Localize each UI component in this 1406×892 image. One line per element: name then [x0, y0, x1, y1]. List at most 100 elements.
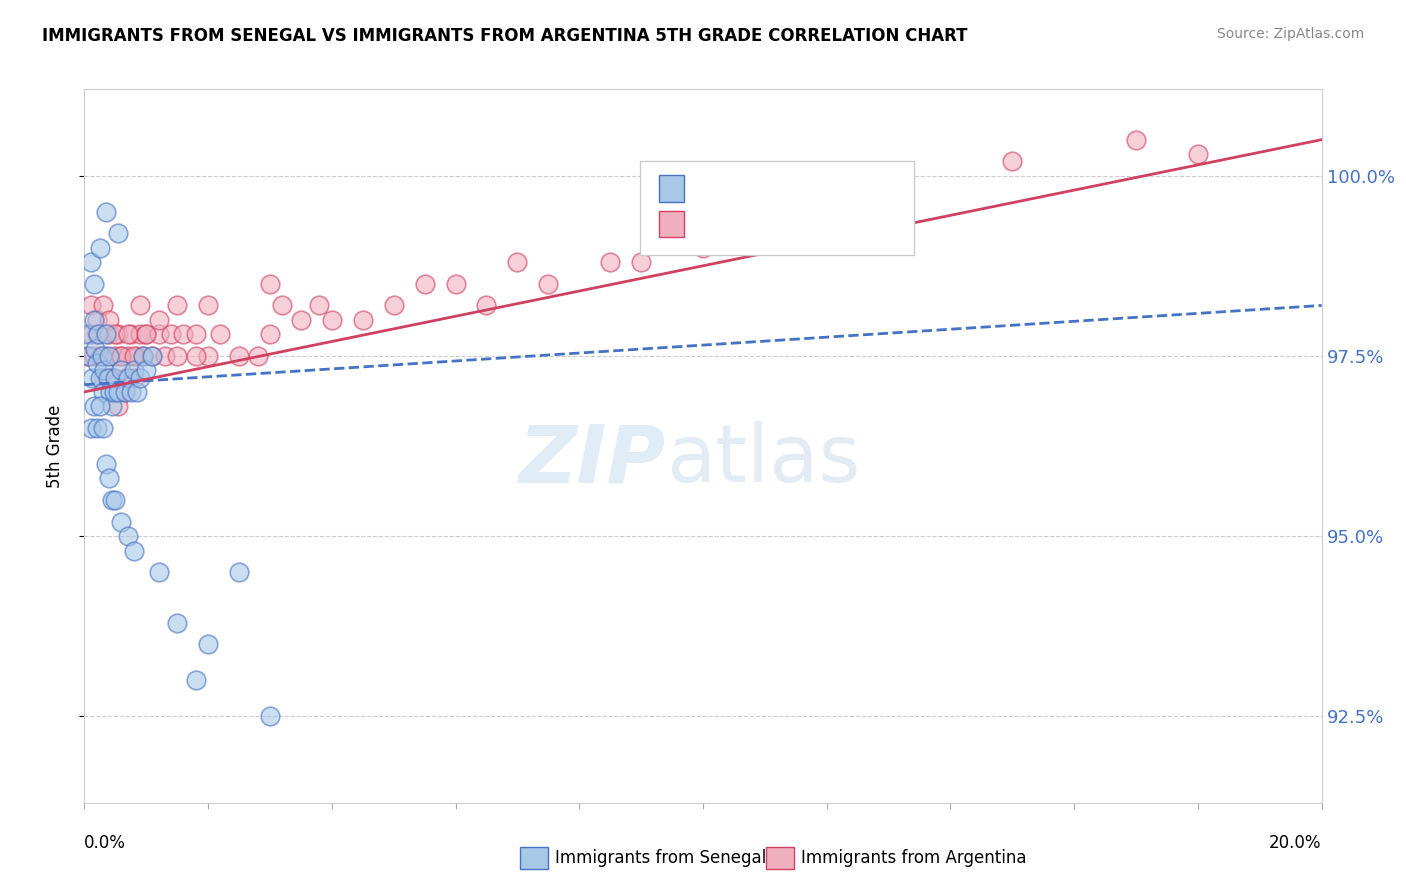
Point [91, 421, 114, 435]
Point [79, 421, 101, 435]
Point [1001, 154, 1024, 169]
Point [129, 298, 152, 312]
Point [166, 349, 188, 363]
Point [141, 349, 163, 363]
Point [94, 349, 117, 363]
Point [79, 298, 101, 312]
Point [129, 370, 152, 384]
Point [101, 400, 124, 414]
Point [110, 349, 132, 363]
Point [104, 349, 127, 363]
Point [98, 349, 121, 363]
Point [98, 313, 121, 327]
Point [444, 277, 467, 291]
Point [101, 370, 124, 384]
Point [1125, 133, 1147, 147]
Point [110, 363, 132, 377]
Point [107, 384, 129, 399]
Text: ZIP: ZIP [519, 421, 666, 500]
Point [104, 493, 127, 508]
Point [1187, 147, 1209, 161]
Point [148, 327, 170, 342]
Point [83, 277, 105, 291]
Point [86, 313, 108, 327]
Point [120, 384, 142, 399]
Point [166, 615, 188, 630]
Point [166, 298, 188, 312]
Point [160, 327, 183, 342]
Point [84, 342, 107, 356]
Point [103, 384, 125, 399]
Text: R = 0.167    N = 52: R = 0.167 N = 52 [692, 179, 883, 197]
Point [104, 370, 127, 384]
Point [153, 349, 176, 363]
Point [122, 363, 145, 377]
Point [89, 400, 111, 414]
Point [89, 241, 111, 255]
Point [122, 349, 145, 363]
Point [475, 298, 498, 312]
Point [83, 313, 105, 327]
Point [120, 327, 142, 342]
Point [76, 349, 98, 363]
Point [692, 241, 714, 255]
Point [114, 370, 136, 384]
Text: IMMIGRANTS FROM SENEGAL VS IMMIGRANTS FROM ARGENTINA 5TH GRADE CORRELATION CHART: IMMIGRANTS FROM SENEGAL VS IMMIGRANTS FR… [42, 27, 967, 45]
Point [413, 277, 436, 291]
Point [135, 327, 157, 342]
Text: 0.0%: 0.0% [84, 834, 127, 852]
Text: 20.0%: 20.0% [1270, 834, 1322, 852]
Point [107, 227, 129, 241]
Point [110, 349, 132, 363]
Point [86, 421, 108, 435]
Point [537, 277, 560, 291]
Point [86, 327, 108, 342]
Point [94, 457, 117, 471]
Point [172, 327, 194, 342]
Point [352, 313, 374, 327]
Point [132, 349, 155, 363]
Point [259, 327, 281, 342]
Point [197, 298, 219, 312]
Point [97, 370, 120, 384]
Point [104, 327, 127, 342]
Point [148, 565, 170, 579]
Point [246, 349, 269, 363]
Point [184, 327, 207, 342]
Point [321, 313, 343, 327]
Point [117, 529, 139, 543]
Point [79, 349, 101, 363]
Point [76, 327, 98, 342]
Point [110, 515, 132, 529]
Point [117, 349, 139, 363]
Point [83, 400, 105, 414]
Point [107, 400, 129, 414]
Point [228, 349, 250, 363]
Point [197, 349, 219, 363]
Point [125, 384, 148, 399]
Point [114, 384, 136, 399]
Point [91, 298, 114, 312]
Point [79, 255, 101, 269]
Text: Immigrants from Argentina: Immigrants from Argentina [801, 849, 1026, 867]
Point [98, 370, 121, 384]
Point [101, 493, 124, 508]
Point [209, 327, 232, 342]
Point [382, 298, 405, 312]
Point [815, 204, 838, 219]
Point [122, 543, 145, 558]
Text: atlas: atlas [666, 421, 860, 500]
Point [290, 313, 312, 327]
Point [125, 349, 148, 363]
Point [184, 349, 207, 363]
Y-axis label: 5th Grade: 5th Grade [45, 404, 63, 488]
Point [271, 298, 294, 312]
Point [94, 204, 117, 219]
Point [630, 255, 652, 269]
Point [107, 327, 129, 342]
Point [89, 370, 111, 384]
Point [148, 313, 170, 327]
Point [98, 471, 121, 485]
Point [506, 255, 529, 269]
Point [79, 327, 101, 342]
